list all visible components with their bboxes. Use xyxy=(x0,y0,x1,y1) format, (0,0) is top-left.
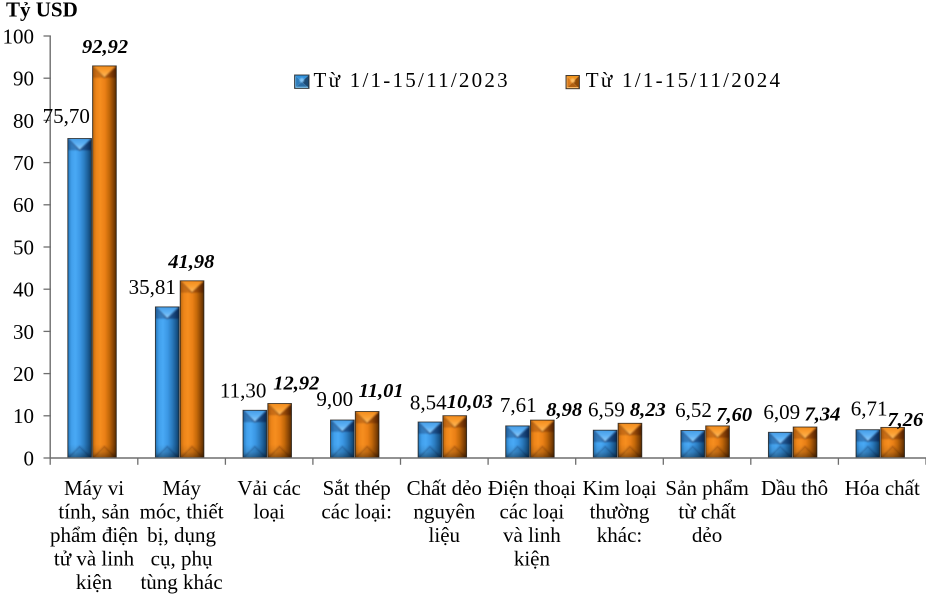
svg-text:7,60: 7,60 xyxy=(716,404,752,426)
svg-text:41,98: 41,98 xyxy=(167,251,214,273)
svg-text:Tỷ USD: Tỷ USD xyxy=(6,0,78,22)
svg-text:100: 100 xyxy=(3,24,35,48)
svg-text:30: 30 xyxy=(13,320,34,344)
svg-text:loại: loại xyxy=(253,500,285,524)
svg-text:từ chất: từ chất xyxy=(678,500,736,524)
svg-text:khác:: khác: xyxy=(597,523,642,547)
svg-text:8,98: 8,98 xyxy=(546,399,582,421)
svg-text:nguyên: nguyên xyxy=(413,500,475,524)
svg-text:7,26: 7,26 xyxy=(887,409,924,431)
svg-text:Sắt thép: Sắt thép xyxy=(323,476,391,500)
svg-text:Vải các: Vải các xyxy=(237,476,301,500)
svg-text:80: 80 xyxy=(13,109,34,133)
svg-text:11,30: 11,30 xyxy=(220,378,266,402)
svg-text:90: 90 xyxy=(13,67,34,91)
svg-text:6,71: 6,71 xyxy=(851,396,888,420)
svg-text:dẻo: dẻo xyxy=(692,523,722,547)
svg-text:Máy: Máy xyxy=(162,476,201,500)
svg-text:các loại: các loại xyxy=(500,500,565,524)
svg-text:6,09: 6,09 xyxy=(763,400,800,424)
svg-text:Hóa chất: Hóa chất xyxy=(845,476,920,500)
svg-text:tử và linh: tử và linh xyxy=(54,547,135,571)
svg-text:kiện: kiện xyxy=(76,570,113,594)
svg-text:móc, thiết: móc, thiết xyxy=(140,500,224,524)
svg-text:75,70: 75,70 xyxy=(43,104,90,128)
svg-text:Chất dẻo: Chất dẻo xyxy=(407,476,482,500)
svg-text:Điện thoại: Điện thoại xyxy=(488,476,576,500)
svg-text:11,01: 11,01 xyxy=(359,380,404,402)
svg-text:50: 50 xyxy=(13,235,34,259)
svg-text:các loại:: các loại: xyxy=(321,500,392,524)
svg-text:70: 70 xyxy=(13,151,34,175)
svg-text:Từ 1/1-15/11/2023: Từ 1/1-15/11/2023 xyxy=(314,68,510,92)
svg-text:cụ, phụ: cụ, phụ xyxy=(151,547,213,571)
svg-text:6,52: 6,52 xyxy=(675,398,712,422)
svg-text:0: 0 xyxy=(24,446,35,470)
svg-text:Kim loại: Kim loại xyxy=(582,476,656,500)
svg-text:tùng khác: tùng khác xyxy=(140,570,222,594)
svg-text:10,03: 10,03 xyxy=(447,391,493,413)
svg-text:12,92: 12,92 xyxy=(273,372,319,394)
svg-text:bị, dụng: bị, dụng xyxy=(147,523,216,547)
svg-text:10: 10 xyxy=(13,404,34,428)
svg-text:8,23: 8,23 xyxy=(630,399,666,421)
svg-text:60: 60 xyxy=(13,193,34,217)
svg-text:35,81: 35,81 xyxy=(129,275,176,299)
svg-text:Từ 1/1-15/11/2024: Từ 1/1-15/11/2024 xyxy=(586,68,782,92)
svg-text:tính, sản: tính, sản xyxy=(58,500,130,524)
svg-text:Dầu thô: Dầu thô xyxy=(761,476,828,500)
svg-text:20: 20 xyxy=(13,362,34,386)
svg-text:9,00: 9,00 xyxy=(316,387,353,411)
svg-text:kiện: kiện xyxy=(514,547,551,571)
svg-text:thường: thường xyxy=(590,500,650,524)
svg-text:liệu: liệu xyxy=(429,523,461,547)
svg-text:6,59: 6,59 xyxy=(588,397,625,421)
svg-text:Sản phẩm: Sản phẩm xyxy=(665,476,748,500)
svg-text:92,92: 92,92 xyxy=(82,36,128,58)
svg-text:8,54: 8,54 xyxy=(410,391,447,415)
svg-text:7,61: 7,61 xyxy=(500,393,537,417)
svg-text:Máy vi: Máy vi xyxy=(64,476,124,500)
svg-text:phẩm điện: phẩm điện xyxy=(50,523,139,547)
svg-text:7,34: 7,34 xyxy=(805,404,841,426)
svg-text:và linh: và linh xyxy=(503,523,561,547)
svg-text:40: 40 xyxy=(13,278,34,302)
